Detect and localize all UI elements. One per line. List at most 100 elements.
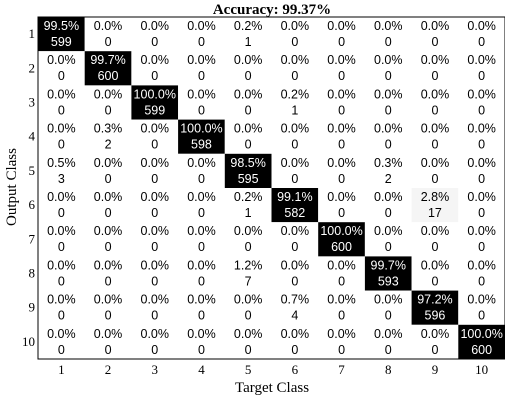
cell-percent-r10-c9: 0.0% [421, 327, 450, 341]
cell-count-r4-c4: 598 [191, 138, 212, 152]
cell-count-r9-c8: 0 [385, 309, 392, 323]
cell-r6-c8 [364, 188, 412, 223]
cell-r3-c3 [131, 85, 179, 120]
cell-count-r8-c7: 0 [338, 274, 345, 288]
x-tick-3: 3 [152, 362, 159, 377]
cell-percent-r2-c4: 0.0% [187, 53, 216, 67]
cell-percent-r7-c6: 0.0% [281, 224, 310, 238]
x-tick-2: 2 [105, 362, 112, 377]
cell-count-r2-c6: 0 [291, 69, 298, 83]
x-tick-4: 4 [198, 362, 205, 377]
cell-r6-c3 [131, 188, 179, 223]
cell-r4-c1 [38, 119, 85, 154]
cell-count-r1-c10: 0 [478, 35, 485, 49]
cell-percent-r5-c2: 0.0% [94, 156, 123, 170]
cell-r10-c2 [84, 324, 132, 359]
cell-count-r9-c2: 0 [105, 309, 112, 323]
cell-r8-c5 [224, 256, 272, 291]
cell-count-r4-c3: 0 [151, 138, 158, 152]
chart-title: Accuracy: 99.37% [213, 2, 331, 18]
cell-percent-r10-c5: 0.0% [234, 327, 263, 341]
cell-count-r4-c1: 0 [58, 138, 65, 152]
cell-count-r6-c2: 0 [105, 206, 112, 220]
cell-percent-r4-c5: 0.0% [234, 122, 263, 136]
cell-count-r2-c10: 0 [478, 69, 485, 83]
cell-r4-c3 [131, 119, 179, 154]
cell-r5-c4 [178, 153, 225, 188]
cell-r3-c1 [38, 85, 85, 120]
cell-percent-r1-c10: 0.0% [467, 19, 496, 33]
cell-r7-c4 [178, 222, 225, 257]
cell-count-r1-c9: 0 [431, 35, 438, 49]
x-tick-1: 1 [58, 362, 65, 377]
cell-percent-r1-c2: 0.0% [94, 19, 123, 33]
cell-count-r9-c4: 0 [198, 309, 205, 323]
cell-r8-c2 [84, 256, 132, 291]
cell-percent-r9-c5: 0.0% [234, 293, 263, 307]
cell-count-r4-c10: 0 [478, 138, 485, 152]
cell-count-r2-c4: 0 [198, 69, 205, 83]
cell-count-r4-c7: 0 [338, 138, 345, 152]
x-tick-5: 5 [245, 362, 252, 377]
cell-percent-r3-c6: 0.2% [281, 87, 310, 101]
cell-count-r7-c3: 0 [151, 240, 158, 254]
cell-count-r6-c5: 1 [245, 206, 252, 220]
cell-r2-c8 [364, 51, 412, 86]
cell-r10-c4 [178, 324, 225, 359]
cell-percent-r8-c6: 0.0% [281, 258, 310, 272]
cell-count-r3-c6: 1 [291, 103, 298, 117]
x-tick-labels: 1 2 3 4 5 6 7 8 9 10 [58, 362, 488, 377]
cell-r4-c5 [224, 119, 272, 154]
cell-percent-r8-c2: 0.0% [94, 258, 123, 272]
cell-count-r6-c10: 0 [478, 206, 485, 220]
cell-count-r5-c8: 2 [385, 172, 392, 186]
cell-percent-r3-c3: 100.0% [134, 87, 176, 101]
cell-count-r2-c2: 600 [98, 69, 119, 83]
cell-percent-r10-c7: 0.0% [327, 327, 356, 341]
cell-percent-r8-c7: 0.0% [327, 258, 356, 272]
cell-percent-r4-c8: 0.0% [374, 122, 403, 136]
x-tick-9: 9 [432, 362, 439, 377]
cell-count-r5-c7: 0 [338, 172, 345, 186]
cell-r2-c1 [38, 51, 85, 86]
cell-count-r3-c3: 599 [144, 103, 165, 117]
cell-r7-c2 [84, 222, 132, 257]
cell-r7-c8 [364, 222, 412, 257]
cell-r6-c10 [458, 188, 505, 223]
cell-r7-c5 [224, 222, 272, 257]
cell-r3-c7 [318, 85, 365, 120]
cell-r2-c4 [178, 51, 225, 86]
y-axis-label: Output Class [4, 148, 20, 226]
cell-r8-c6 [271, 256, 319, 291]
cell-percent-r4-c6: 0.0% [281, 122, 310, 136]
cell-count-r7-c8: 0 [385, 240, 392, 254]
cell-r9-c5 [224, 290, 272, 325]
cell-count-r8-c8: 593 [378, 274, 399, 288]
cell-r3-c5 [224, 85, 272, 120]
cell-count-r1-c1: 599 [51, 35, 72, 49]
cell-r1-c9 [411, 17, 459, 52]
cell-count-r4-c5: 0 [245, 138, 252, 152]
cell-r2-c10 [458, 51, 505, 86]
cell-percent-r5-c5: 98.5% [230, 156, 265, 170]
cell-count-r10-c2: 0 [105, 343, 112, 357]
cell-r7-c10 [458, 222, 505, 257]
cell-percent-r1-c3: 0.0% [141, 19, 170, 33]
cell-percent-r3-c9: 0.0% [421, 87, 450, 101]
cell-count-r5-c4: 0 [198, 172, 205, 186]
cell-count-r9-c10: 0 [478, 309, 485, 323]
cell-percent-r4-c4: 100.0% [180, 122, 222, 136]
cell-count-r4-c2: 2 [105, 138, 112, 152]
cell-r8-c8 [364, 256, 412, 291]
cell-r9-c7 [318, 290, 365, 325]
cell-percent-r6-c6: 99.1% [277, 190, 312, 204]
cell-count-r10-c4: 0 [198, 343, 205, 357]
cell-count-r8-c6: 0 [291, 274, 298, 288]
x-tick-7: 7 [338, 362, 345, 377]
cell-percent-r3-c2: 0.0% [94, 87, 123, 101]
cell-r10-c7 [318, 324, 365, 359]
cell-percent-r5-c8: 0.3% [374, 156, 403, 170]
x-tick-8: 8 [385, 362, 392, 377]
cell-count-r6-c4: 0 [198, 206, 205, 220]
cell-percent-r1-c6: 0.0% [281, 19, 310, 33]
